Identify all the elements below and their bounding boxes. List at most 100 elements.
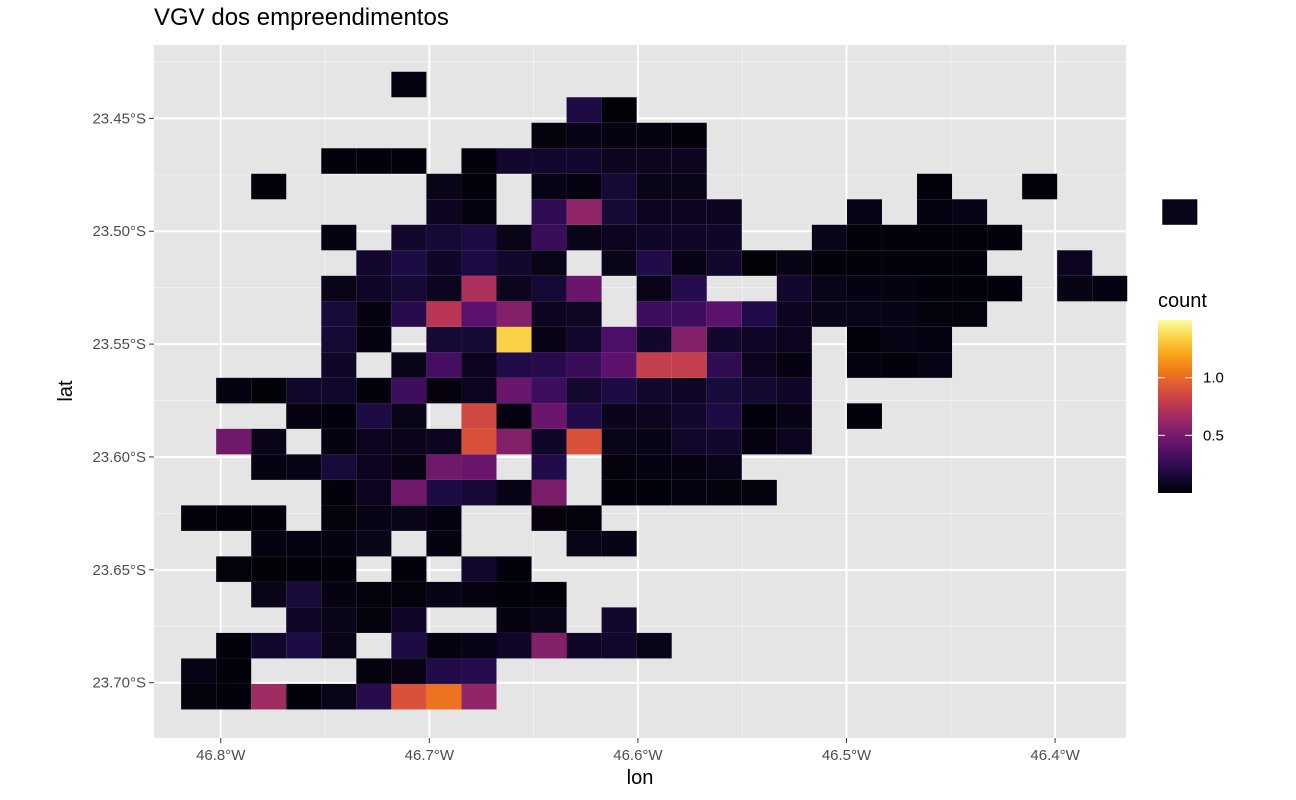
heatmap-tile (531, 403, 567, 429)
heatmap-tile (461, 556, 497, 582)
heatmap-tile (181, 658, 217, 684)
heatmap-tile (216, 658, 252, 684)
heatmap-tile (251, 505, 287, 531)
heatmap-tile (636, 428, 672, 455)
heatmap-tile (321, 556, 357, 582)
heatmap-tile (706, 199, 742, 225)
heatmap-tile (566, 632, 602, 659)
heatmap-tile (531, 224, 567, 251)
heatmap-tile (356, 275, 392, 302)
heatmap-tile (531, 454, 567, 480)
heatmap-tile (461, 683, 497, 710)
heatmap-tile (286, 530, 322, 557)
heatmap-tile (496, 275, 532, 302)
heatmap-tile (216, 632, 252, 659)
heatmap-tile (251, 581, 287, 608)
heatmap-tile (566, 530, 602, 557)
heatmap-tile (1162, 199, 1198, 225)
heatmap-tile (776, 377, 812, 404)
heatmap-tile (566, 173, 602, 200)
heatmap-tile (846, 326, 882, 353)
heatmap-tile (636, 377, 672, 404)
heatmap-tile (426, 479, 462, 506)
heatmap-tile (426, 173, 462, 200)
heatmap-tile (531, 301, 567, 327)
heatmap-tile (776, 428, 812, 455)
heatmap-tile (286, 632, 322, 659)
x-tick-label: 46.5°W (822, 747, 872, 764)
y-axis-title: lat (55, 380, 77, 402)
heatmap-tile (461, 148, 497, 174)
heatmap-tile (741, 428, 777, 455)
heatmap-tile (391, 479, 427, 506)
heatmap-tile (321, 224, 357, 251)
heatmap-tile (496, 428, 532, 455)
heatmap-tile (461, 377, 497, 404)
heatmap-tile (811, 275, 847, 302)
heatmap-tile (636, 148, 672, 174)
heatmap-tile (426, 683, 462, 710)
y-tick-label: 23.65°S (92, 562, 146, 579)
heatmap-tile (391, 505, 427, 531)
heatmap-tile (216, 683, 252, 710)
heatmap-tile (566, 301, 602, 327)
heatmap-tile (601, 148, 637, 174)
heatmap-tile (671, 428, 707, 455)
heatmap-tile (741, 352, 777, 378)
heatmap-tile (286, 454, 322, 480)
heatmap-tile (671, 403, 707, 429)
heatmap-tile (671, 224, 707, 251)
heatmap-tile (601, 97, 637, 123)
heatmap-tile (636, 250, 672, 276)
heatmap-tile (566, 428, 602, 455)
heatmap-tile (671, 148, 707, 174)
heatmap-tile (566, 403, 602, 429)
heatmap-tile (496, 250, 532, 276)
heatmap-tile (251, 377, 287, 404)
heatmap-tile (426, 658, 462, 684)
heatmap-tile (286, 556, 322, 582)
heatmap-tile (636, 454, 672, 480)
heatmap-tile (391, 352, 427, 378)
heatmap-tile (391, 556, 427, 582)
heatmap-tile (251, 530, 287, 557)
heatmap-tile (426, 352, 462, 378)
legend-tick-label: 0.5 (1203, 427, 1224, 444)
x-tick-label: 46.4°W (1030, 747, 1080, 764)
heatmap-tile (391, 428, 427, 455)
heatmap-tile (286, 403, 322, 429)
heatmap-tile (671, 377, 707, 404)
heatmap-tile (531, 173, 567, 200)
heatmap-tile (706, 326, 742, 353)
heatmap-tile (776, 275, 812, 302)
heatmap-tile (391, 377, 427, 404)
heatmap-tile (987, 275, 1023, 302)
heatmap-tile (321, 352, 357, 378)
heatmap-tile (321, 581, 357, 608)
heatmap-tile (601, 122, 637, 149)
heatmap-tile (461, 352, 497, 378)
heatmap-tile (391, 250, 427, 276)
x-tick-label: 46.6°W (613, 747, 663, 764)
heatmap-tile (636, 301, 672, 327)
heatmap-tile (356, 658, 392, 684)
heatmap-tile (391, 683, 427, 710)
heatmap-tile (1057, 275, 1093, 302)
heatmap-tile (566, 148, 602, 174)
heatmap-tile (286, 683, 322, 710)
heatmap-tile (671, 352, 707, 378)
heatmap-tile (706, 250, 742, 276)
heatmap-tile (216, 428, 252, 455)
heatmap-tile (636, 326, 672, 353)
heatmap-tile (181, 505, 217, 531)
heatmap-tile (916, 326, 953, 353)
heatmap-tiles (181, 71, 1198, 710)
heatmap-tile (636, 632, 672, 659)
y-tick-label: 23.60°S (92, 449, 146, 466)
heatmap-tile (636, 275, 672, 302)
heatmap-tile (601, 403, 637, 429)
heatmap-tile (1057, 250, 1093, 276)
y-tick-label: 23.50°S (92, 223, 146, 240)
heatmap-tile (671, 199, 707, 225)
heatmap-tile (496, 301, 532, 327)
